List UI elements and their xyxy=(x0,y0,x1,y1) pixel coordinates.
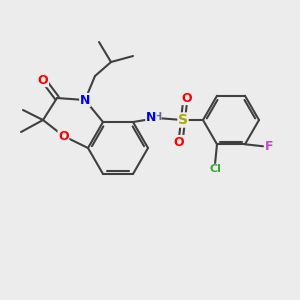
Text: S: S xyxy=(178,113,188,127)
Text: O: O xyxy=(182,92,192,104)
Text: N: N xyxy=(146,110,156,124)
Text: Cl: Cl xyxy=(209,164,221,174)
Text: O: O xyxy=(58,130,69,142)
Text: F: F xyxy=(265,140,273,153)
Text: O: O xyxy=(38,74,48,86)
Text: O: O xyxy=(174,136,184,148)
Text: H: H xyxy=(153,112,161,122)
Text: N: N xyxy=(80,94,90,106)
